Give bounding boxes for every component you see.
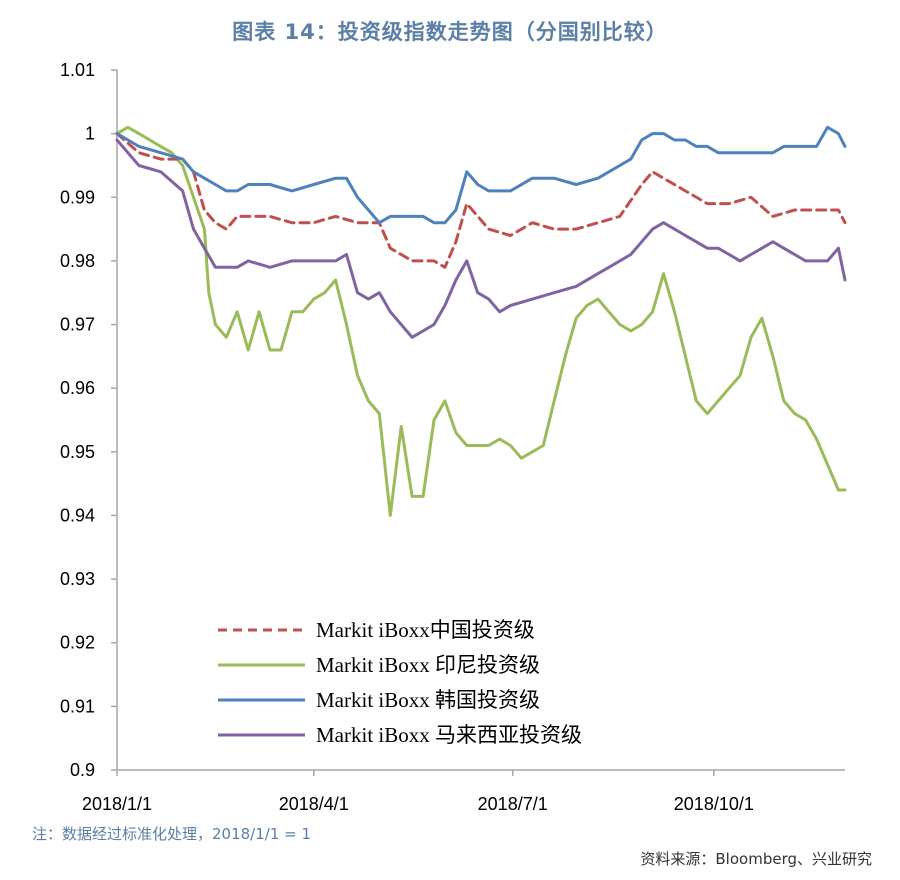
legend: Markit iBoxx中国投资级 Markit iBoxx 印尼投资级 Marki… xyxy=(218,618,582,747)
x-tick-label: 2018/7/1 xyxy=(478,794,548,814)
x-tick-label: 2018/4/1 xyxy=(279,794,349,814)
y-tick-label: 0.9 xyxy=(70,760,95,780)
y-tick-label: 0.99 xyxy=(60,187,95,207)
series-lines xyxy=(115,125,847,517)
series-line-0 xyxy=(115,132,847,269)
y-tick-label: 0.96 xyxy=(60,378,95,398)
y-tick-label: 0.98 xyxy=(60,251,95,271)
y-tick-label: 0.97 xyxy=(60,315,95,335)
source-text: 资料来源：Bloomberg、兴业研究 xyxy=(640,850,872,868)
y-tick-label: 0.92 xyxy=(60,633,95,653)
legend-label-1: Markit iBoxx 印尼投资级 xyxy=(316,653,540,677)
footnote: 注：数据经过标准化处理，2018/1/1 = 1 xyxy=(32,825,312,843)
legend-label-2: Markit iBoxx 韩国投资级 xyxy=(316,688,540,712)
series-line-3 xyxy=(115,138,847,339)
y-tick-label: 1 xyxy=(85,124,95,144)
y-tick-label: 0.94 xyxy=(60,505,95,525)
y-tick-label: 0.95 xyxy=(60,442,95,462)
y-tick-label: 0.93 xyxy=(60,569,95,589)
y-tick-label: 1.01 xyxy=(60,60,95,80)
series-line-2 xyxy=(115,125,847,225)
legend-label-3: Markit iBoxx 马来西亚投资级 xyxy=(316,723,582,747)
x-tick-label: 2018/1/1 xyxy=(82,794,152,814)
chart-title: 图表 14：投资级指数走势图（分国别比较） xyxy=(232,20,668,44)
series-line-1 xyxy=(115,125,847,517)
y-tick-label: 0.91 xyxy=(60,696,95,716)
x-tick-label: 2018/10/1 xyxy=(674,794,754,814)
legend-label-0: Markit iBoxx中国投资级 xyxy=(316,618,535,642)
axes: 0.9 0.91 0.92 0.93 0.94 0.95 0.96 0.97 0.98 0.99 1… xyxy=(60,60,845,814)
